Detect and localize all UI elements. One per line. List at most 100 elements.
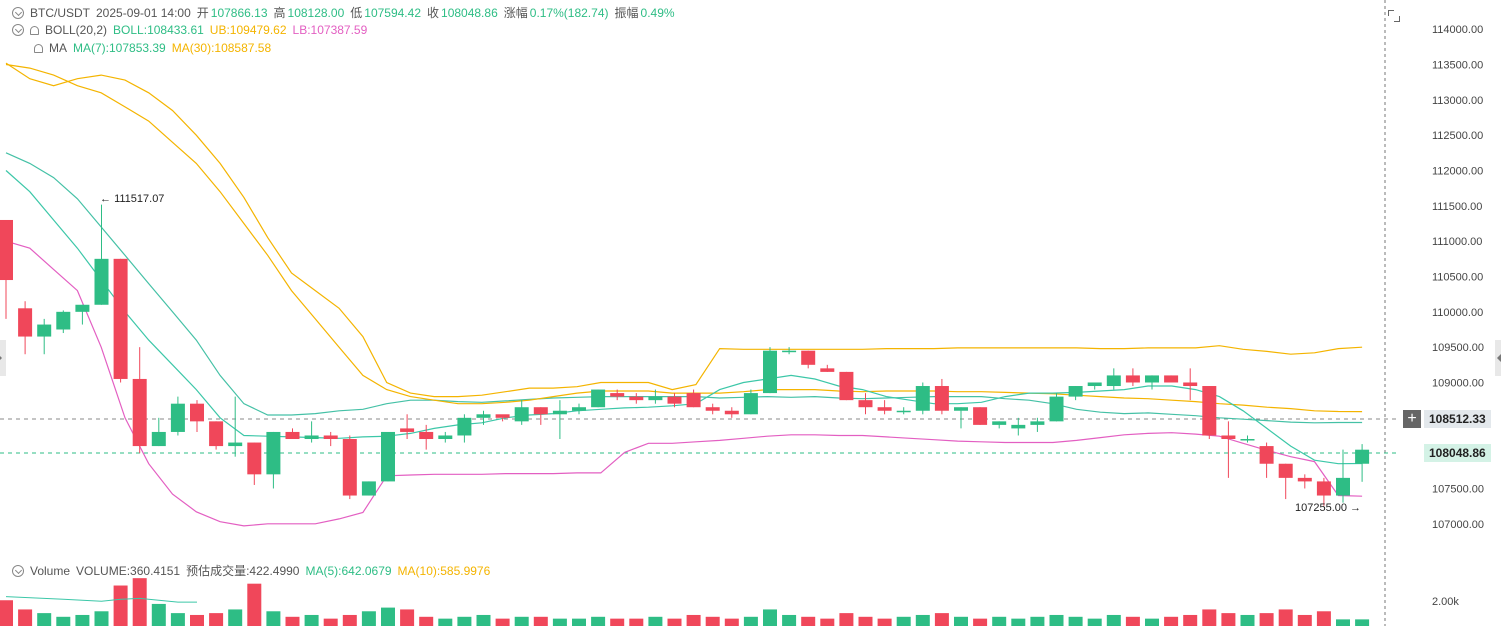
volume-bar <box>228 609 243 626</box>
amplitude-value: 0.49% <box>640 6 675 20</box>
volume-bar <box>476 614 491 626</box>
volume-bar <box>877 618 892 626</box>
high-label: 高 <box>273 6 286 20</box>
volume-bar <box>438 618 453 626</box>
last-price-tag: 108048.86 <box>1424 444 1491 462</box>
volume-bar <box>247 583 262 626</box>
fullscreen-icon[interactable] <box>1385 7 1403 25</box>
volume-bar <box>56 616 71 626</box>
candle-body <box>1336 477 1350 496</box>
volume-bar <box>0 600 13 626</box>
candle-body <box>591 389 606 408</box>
volume-bar <box>533 616 548 626</box>
candle-body <box>514 407 529 422</box>
candle-body <box>743 393 758 415</box>
candle-body <box>94 258 109 305</box>
candle-body <box>610 393 625 397</box>
candle-body <box>457 417 472 436</box>
candle-body <box>18 308 33 337</box>
alert-bell-icon[interactable] <box>34 44 43 53</box>
volume-bar <box>113 585 128 626</box>
ma30-value: MA(30):108587.58 <box>171 41 272 55</box>
candle-body <box>323 435 338 440</box>
close-value: 108048.86 <box>441 6 498 20</box>
scroll-left-icon[interactable] <box>0 340 6 376</box>
candle-body <box>705 407 720 411</box>
volume-bar <box>1336 619 1350 626</box>
volume-bar <box>1297 614 1312 626</box>
candle-body <box>648 396 663 401</box>
candle-body <box>419 431 434 440</box>
y-axis-tick-label: 112000.00 <box>1432 166 1483 178</box>
volume-bar <box>1316 611 1331 626</box>
volume-bar <box>1049 614 1064 626</box>
candle-body <box>992 421 1007 425</box>
volume-bar <box>1221 613 1236 626</box>
candle-body <box>361 481 376 496</box>
candle-body <box>304 435 319 440</box>
low-extreme-value: 107255.00 <box>1295 502 1347 514</box>
candle-body <box>1221 435 1236 440</box>
add-alert-plus-icon[interactable]: + <box>1403 410 1421 428</box>
collapse-toggle-icon[interactable] <box>12 24 24 36</box>
volume-bar <box>18 609 33 626</box>
volume-indicator-name[interactable]: Volume <box>30 564 71 578</box>
collapse-toggle-icon[interactable] <box>12 7 24 19</box>
volume-bar <box>400 609 415 626</box>
candle-body <box>400 428 415 432</box>
candle-body <box>1259 446 1274 464</box>
candle-body <box>973 407 988 425</box>
ma-legend: MA MA(7):107853.39 MA(30):108587.58 <box>34 39 277 57</box>
candle-body <box>342 439 357 496</box>
candle-body <box>1278 463 1293 478</box>
candle-body <box>1183 382 1198 387</box>
low-extreme-label: 107255.00 → <box>1295 502 1362 514</box>
high-extreme-label: ← 111517.07 <box>100 193 165 205</box>
candle-body <box>915 386 930 411</box>
estimated-volume: 预估成交量:422.4990 <box>186 564 300 578</box>
candle-body <box>1049 396 1064 422</box>
candle-body <box>209 421 224 447</box>
y-axis-tick-label: 111500.00 <box>1432 201 1482 213</box>
datetime: 2025-09-01 14:00 <box>96 6 191 20</box>
volume-bar <box>75 614 90 626</box>
candle-body <box>1202 386 1217 436</box>
y-axis-tick-label: 109500.00 <box>1432 342 1484 354</box>
candle-body <box>0 219 13 281</box>
candle-body <box>37 324 52 337</box>
collapse-toggle-icon[interactable] <box>12 565 24 577</box>
candle-body <box>858 400 873 408</box>
volume-bar <box>572 618 586 626</box>
volume-bar <box>552 618 567 626</box>
volume-bar <box>858 616 873 626</box>
candle-body <box>1030 421 1045 425</box>
volume-bar <box>782 614 797 626</box>
symbol: BTC/USDT <box>30 6 90 20</box>
ma-indicator-name[interactable]: MA <box>49 41 67 55</box>
volume-bar <box>705 616 720 626</box>
volume-bar <box>170 613 185 626</box>
scroll-right-icon[interactable] <box>1495 340 1501 376</box>
volume-bar <box>724 618 739 626</box>
candle-body <box>763 350 777 394</box>
y-axis-tick-label: 110500.00 <box>1432 272 1483 284</box>
volume-bar <box>667 618 682 626</box>
candle-body <box>1316 481 1331 496</box>
candle-body <box>75 304 90 312</box>
boll-indicator-name[interactable]: BOLL(20,2) <box>45 23 108 37</box>
alert-bell-icon[interactable] <box>30 26 39 35</box>
boll-upper-line <box>5 62 1363 398</box>
candle-body <box>190 403 204 422</box>
volume-bar <box>743 616 758 626</box>
candle-body <box>56 311 71 330</box>
volume-bar <box>381 607 395 626</box>
candle-body <box>533 407 548 415</box>
boll-lb-value: LB:107387.59 <box>292 23 368 37</box>
candle-body <box>151 431 166 447</box>
volume-bar <box>457 616 472 626</box>
volume-bar <box>266 611 281 626</box>
candle-body <box>954 407 968 411</box>
candle-body <box>896 410 911 413</box>
candle-body <box>724 410 739 415</box>
